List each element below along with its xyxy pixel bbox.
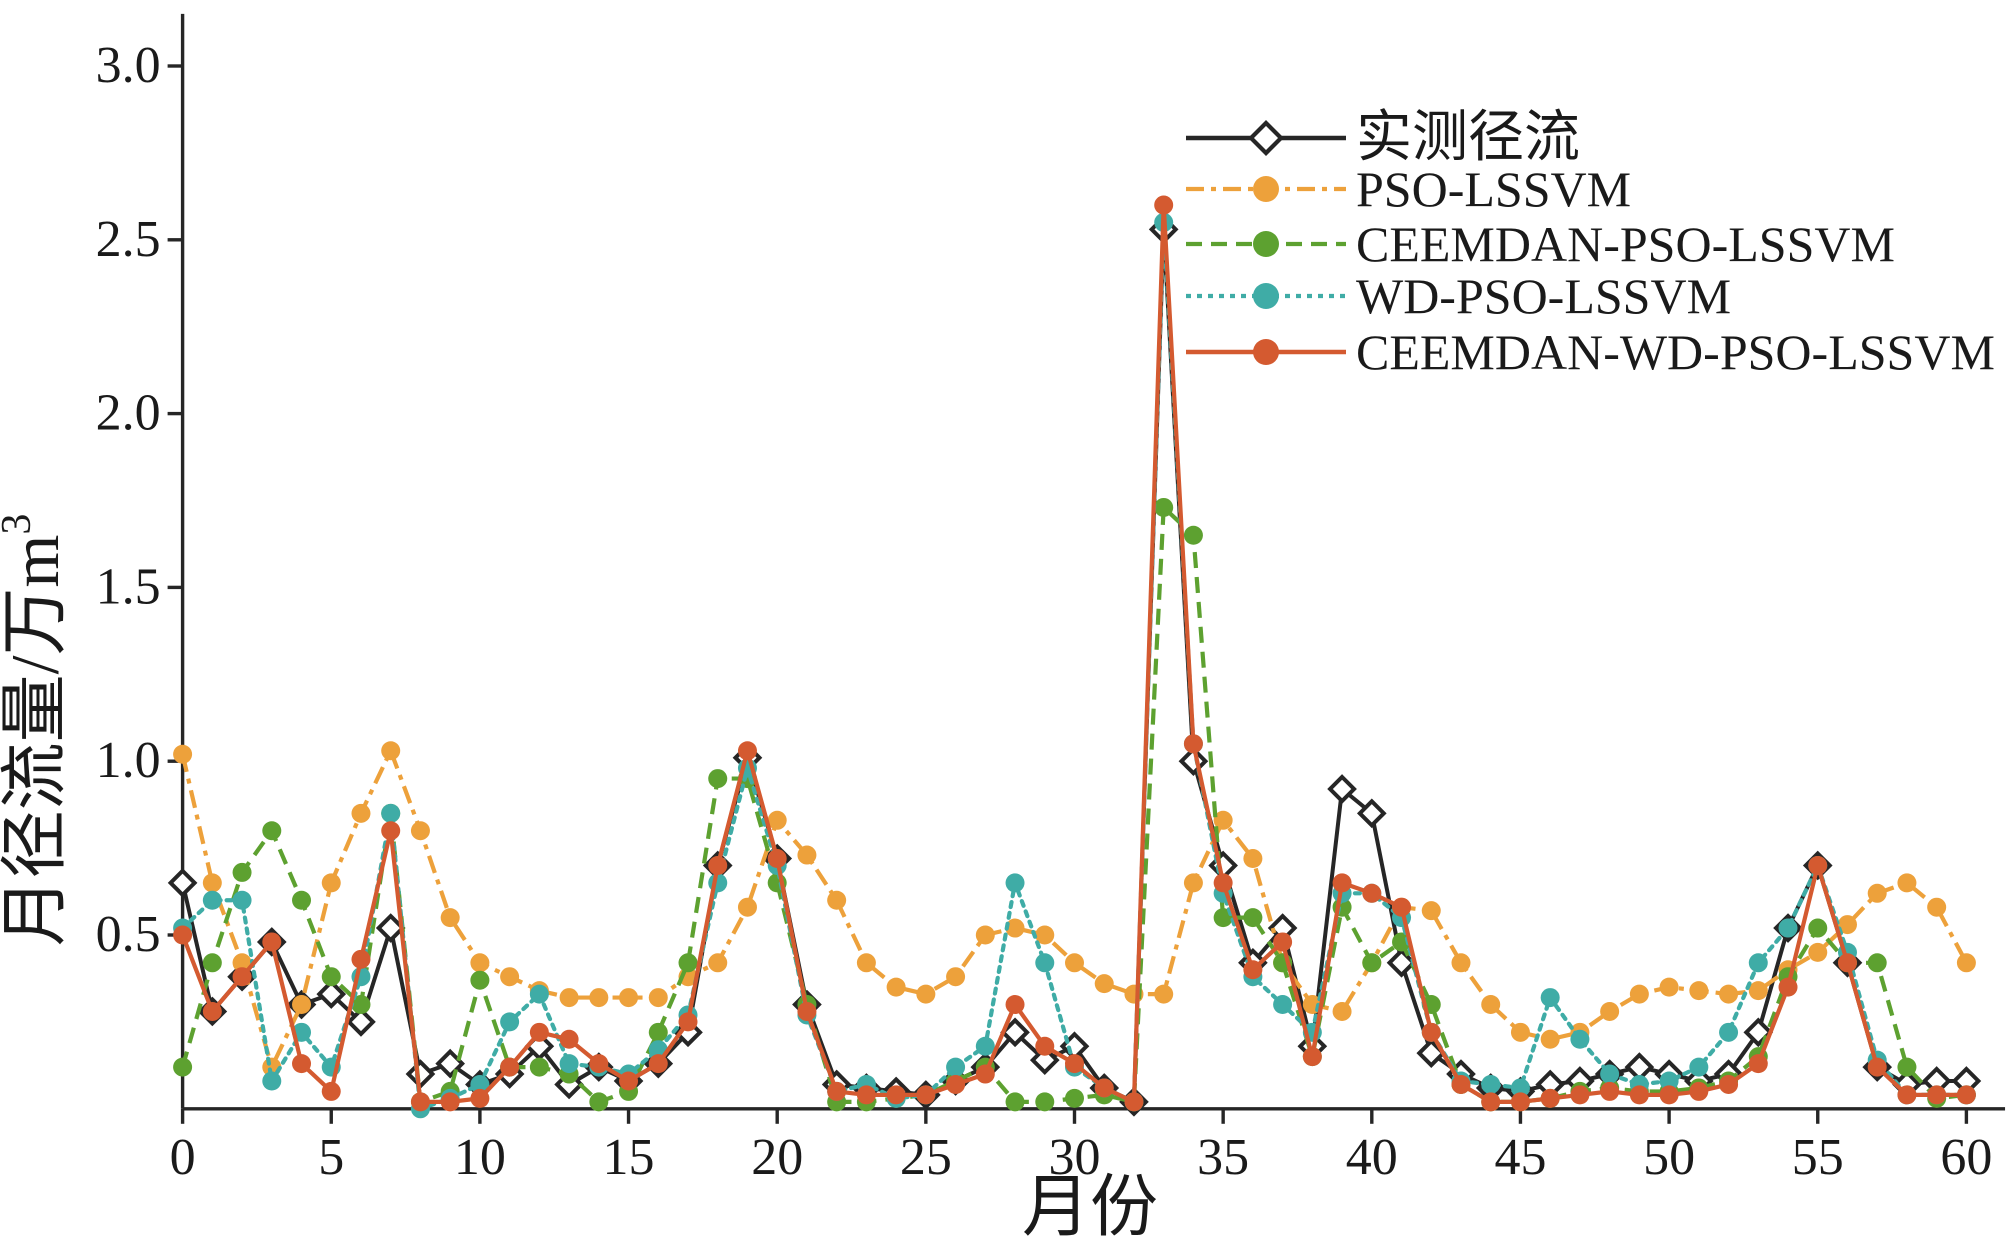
svg-text:1.0: 1.0 [96,732,161,789]
svg-text:40: 40 [1346,1129,1398,1186]
svg-text:45: 45 [1494,1129,1546,1186]
svg-text:2.0: 2.0 [96,385,161,442]
svg-text:0: 0 [170,1129,196,1186]
svg-text:月径流量/万m3: 月径流量/万m3 [0,514,73,947]
svg-text:1.5: 1.5 [96,558,161,615]
svg-text:WD-PSO-LSSVM: WD-PSO-LSSVM [1356,268,1731,324]
svg-text:50: 50 [1643,1129,1695,1186]
svg-text:5: 5 [318,1129,344,1186]
svg-text:60: 60 [1940,1129,1992,1186]
svg-text:15: 15 [603,1129,655,1186]
svg-text:35: 35 [1197,1129,1249,1186]
svg-text:3.0: 3.0 [96,37,161,94]
svg-text:PSO-LSSVM: PSO-LSSVM [1356,161,1631,217]
svg-text:实测径流: 实测径流 [1356,107,1580,169]
svg-text:20: 20 [751,1129,803,1186]
svg-text:CEEMDAN-PSO-LSSVM: CEEMDAN-PSO-LSSVM [1356,216,1895,272]
svg-text:0.5: 0.5 [96,906,161,963]
svg-text:55: 55 [1792,1129,1844,1186]
svg-text:月份: 月份 [1022,1169,1158,1245]
svg-text:2.5: 2.5 [96,211,161,268]
svg-text:10: 10 [454,1129,506,1186]
svg-text:CEEMDAN-WD-PSO-LSSVM: CEEMDAN-WD-PSO-LSSVM [1356,324,1995,380]
svg-text:25: 25 [900,1129,952,1186]
